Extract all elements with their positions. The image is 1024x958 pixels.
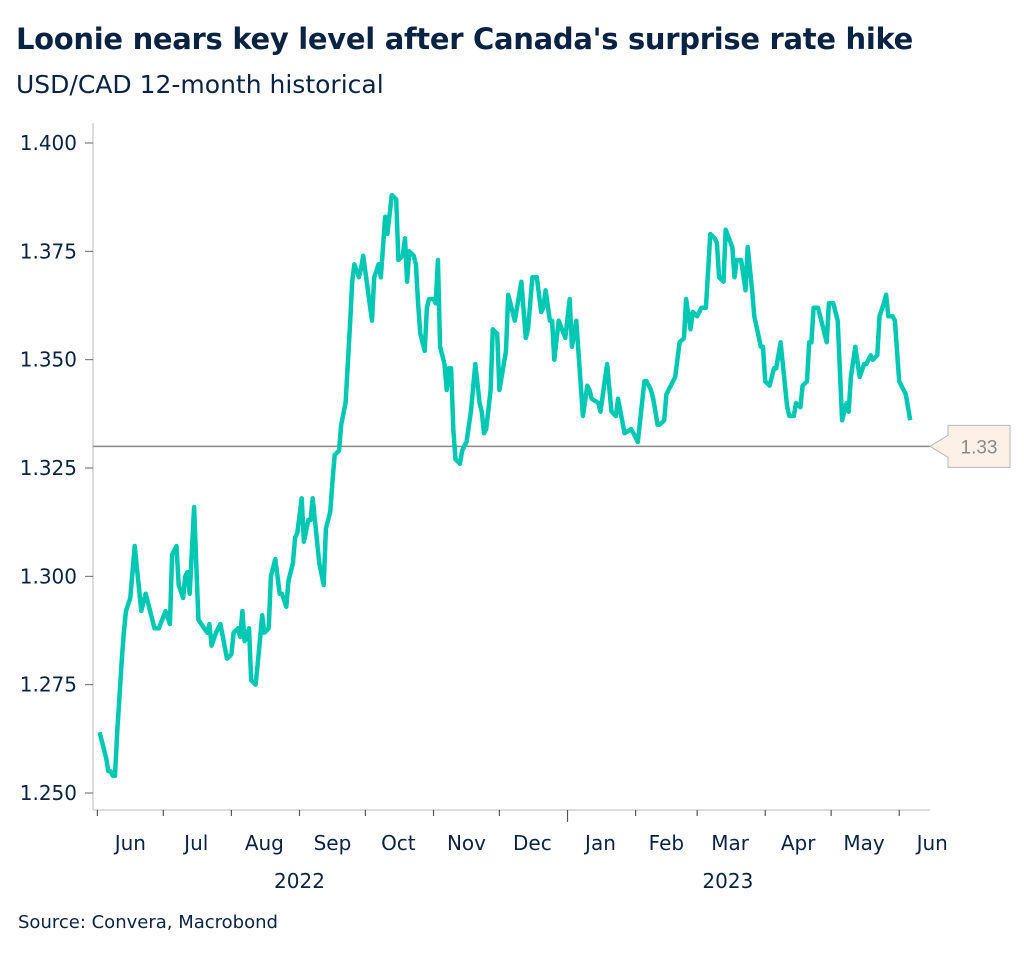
y-tick-label: 1.300: [20, 564, 77, 588]
x-tick-label: Oct: [381, 831, 416, 855]
x-tick-label: Sep: [314, 831, 352, 855]
year-label: 2022: [274, 869, 325, 893]
y-tick-label: 1.250: [20, 781, 77, 805]
y-tick-label: 1.400: [20, 131, 77, 155]
x-tick-label: Dec: [513, 831, 552, 855]
y-tick-label: 1.275: [20, 673, 77, 697]
x-tick-label: May: [843, 831, 885, 855]
source-note: Source: Convera, Macrobond: [18, 912, 278, 933]
x-tick-label: Jan: [583, 831, 616, 855]
y-tick-label: 1.325: [20, 456, 77, 480]
x-tick-label: Mar: [711, 831, 750, 855]
x-tick-label: Jul: [182, 831, 208, 855]
y-tick-label: 1.375: [20, 239, 77, 263]
x-tick-label: Feb: [649, 831, 684, 855]
y-tick-label: 1.350: [20, 348, 77, 372]
x-tick-label: Jun: [113, 831, 146, 855]
x-tick-label: Apr: [781, 831, 816, 855]
x-tick-label: Nov: [447, 831, 486, 855]
chart-subtitle: USD/CAD 12-month historical: [16, 70, 384, 99]
x-tick-label: Jun: [915, 831, 948, 855]
reference-label: 1.33: [961, 437, 998, 458]
year-label: 2023: [702, 869, 753, 893]
x-tick-label: Aug: [245, 831, 284, 855]
reference-label-box: [929, 424, 1011, 468]
usdcad-series-line: [97, 192, 913, 778]
chart-title: Loonie nears key level after Canada's su…: [16, 22, 914, 56]
